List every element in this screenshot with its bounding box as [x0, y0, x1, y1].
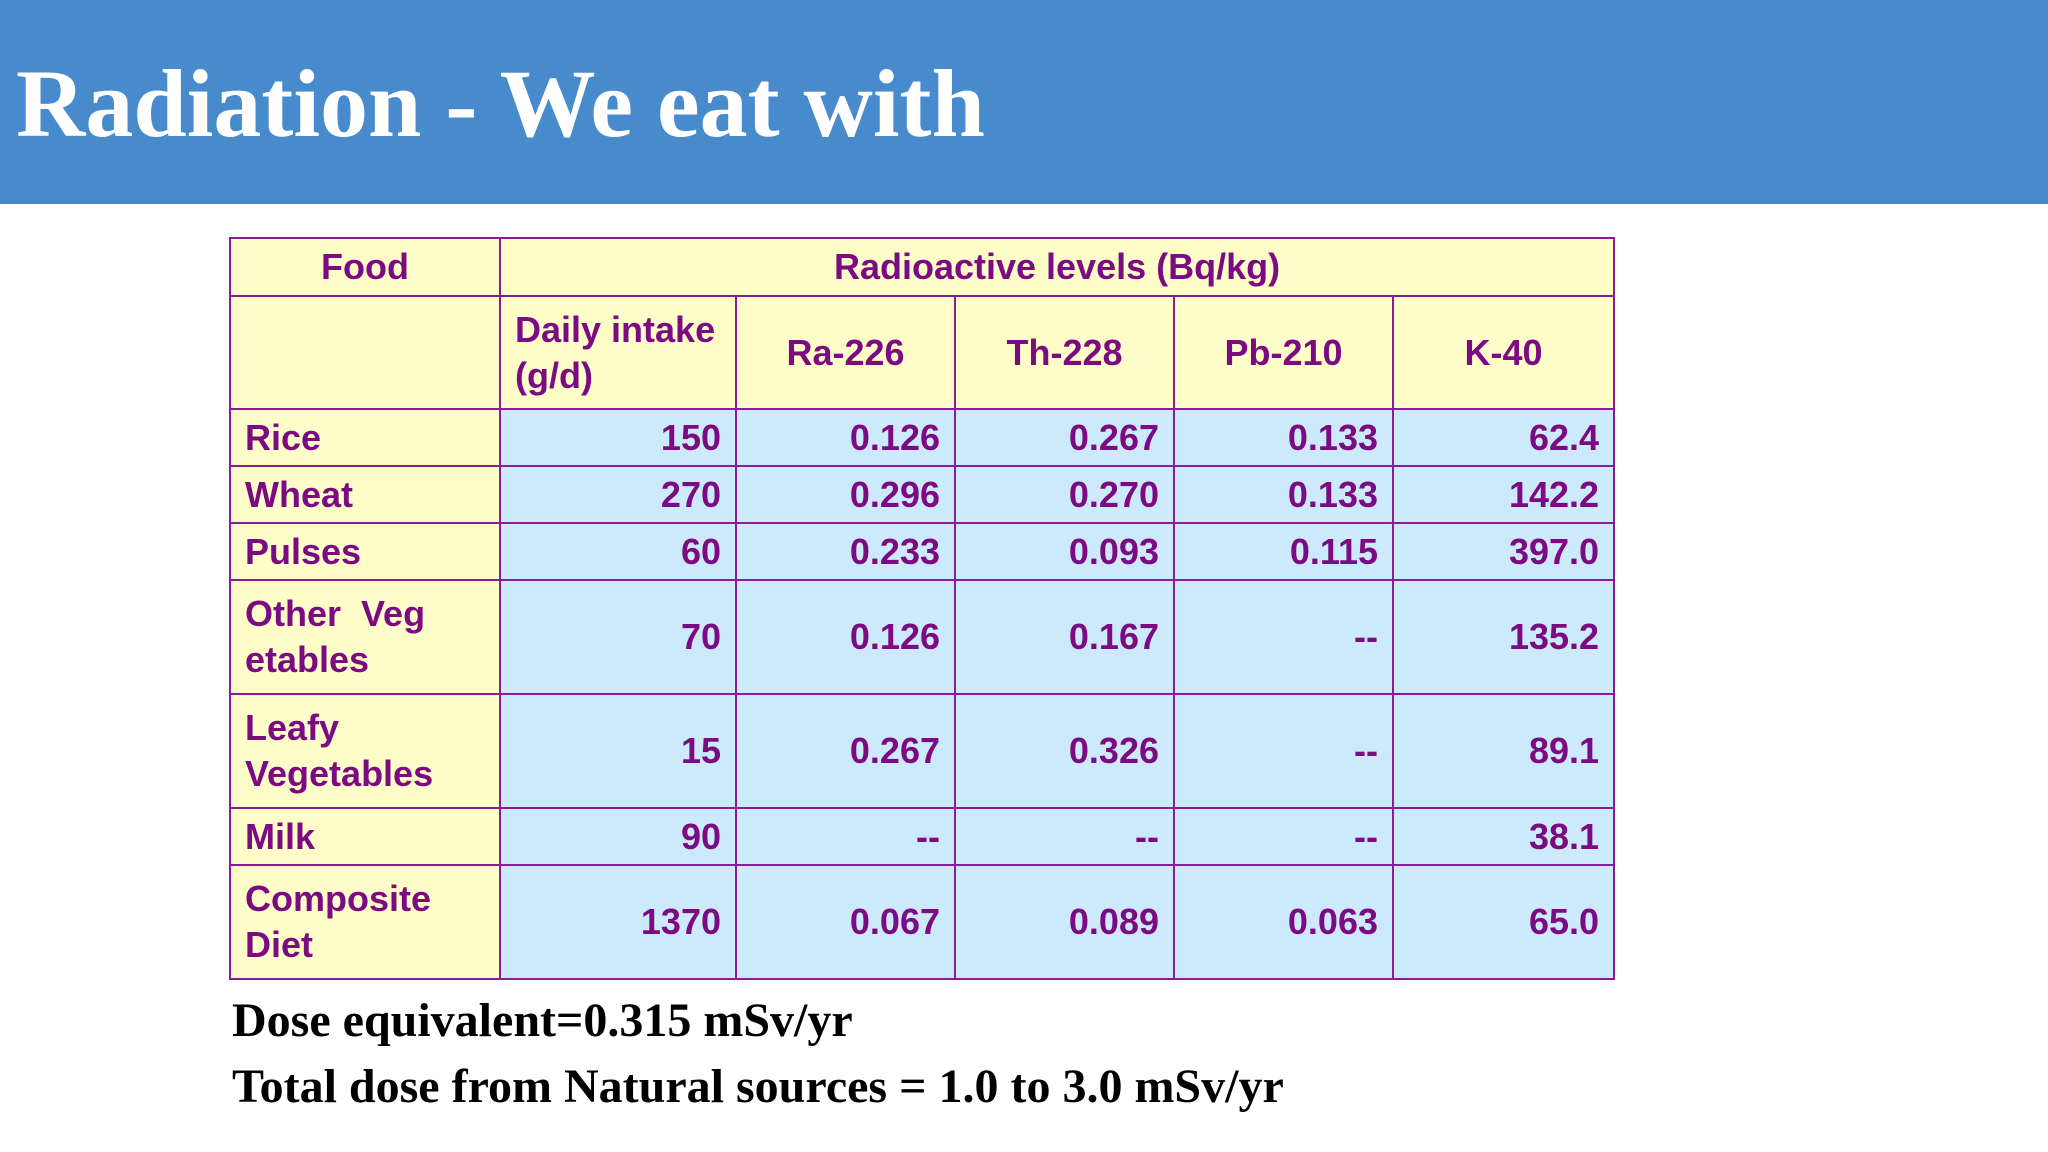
daily-intake-value: 70 [499, 579, 737, 695]
th-228-value: -- [954, 807, 1175, 866]
k-40-value: 89.1 [1391, 693, 1616, 809]
th-228-value: 0.167 [954, 579, 1175, 695]
th-228-value: 0.326 [954, 693, 1175, 809]
k-40-value: 135.2 [1391, 579, 1616, 695]
food-name: Wheat [229, 465, 501, 524]
dose-equivalent-text: Dose equivalent=0.315 mSv/yr [232, 994, 853, 1047]
pb-210-value: 0.063 [1173, 864, 1394, 980]
ra-226-value: 0.267 [735, 693, 956, 809]
ra-226-value: 0.126 [735, 579, 956, 695]
title-bar: Radiation - We eat with [0, 0, 2048, 204]
pb-210-value: -- [1173, 579, 1394, 695]
food-name: Leafy Vegetables [229, 693, 501, 809]
table-row: Pulses 60 0.233 0.093 0.115 397.0 [229, 522, 1616, 581]
pb-210-value: 0.133 [1173, 408, 1394, 467]
header-food-blank [229, 295, 501, 410]
k-40-value: 397.0 [1391, 522, 1616, 581]
daily-intake-value: 1370 [499, 864, 737, 980]
food-name-line: Other Veg [245, 593, 426, 634]
slide-title: Radiation - We eat with [16, 50, 985, 157]
header-ra-226: Ra-226 [735, 295, 956, 410]
food-name-line: etables [245, 639, 370, 680]
table-row: Rice 150 0.126 0.267 0.133 62.4 [229, 408, 1616, 467]
total-dose-text: Total dose from Natural sources = 1.0 to… [232, 1060, 1284, 1113]
radioactivity-table: Food Radioactive levels (Bq/kg) Daily in… [229, 237, 1616, 980]
ra-226-value: 0.067 [735, 864, 956, 980]
ra-226-value: 0.296 [735, 465, 956, 524]
k-40-value: 62.4 [1391, 408, 1616, 467]
ra-226-value: -- [735, 807, 956, 866]
header-daily-intake: Daily intake (g/d) [499, 295, 737, 410]
th-228-value: 0.093 [954, 522, 1175, 581]
header-th-228: Th-228 [954, 295, 1175, 410]
k-40-value: 142.2 [1391, 465, 1616, 524]
daily-intake-value: 60 [499, 522, 737, 581]
ra-226-value: 0.126 [735, 408, 956, 467]
header-pb-210: Pb-210 [1173, 295, 1394, 410]
th-228-value: 0.089 [954, 864, 1175, 980]
daily-intake-value: 15 [499, 693, 737, 809]
th-228-value: 0.267 [954, 408, 1175, 467]
header-daily-intake-line1: Daily intake [515, 308, 716, 350]
ra-226-value: 0.233 [735, 522, 956, 581]
food-name-line: Leafy [245, 707, 340, 748]
table-subheader-row: Daily intake (g/d) Ra-226 Th-228 Pb-210 … [229, 295, 1616, 410]
food-name: Composite Diet [229, 864, 501, 980]
food-name: Milk [229, 807, 501, 866]
food-name-line: Diet [245, 924, 314, 965]
th-228-value: 0.270 [954, 465, 1175, 524]
table-row: Leafy Vegetables 15 0.267 0.326 -- 89.1 [229, 693, 1616, 809]
food-name: Rice [229, 408, 501, 467]
daily-intake-value: 150 [499, 408, 737, 467]
food-name-line: Vegetables [245, 753, 434, 794]
food-name-line: Composite [245, 878, 432, 919]
header-food: Food [229, 237, 501, 297]
daily-intake-value: 270 [499, 465, 737, 524]
daily-intake-value: 90 [499, 807, 737, 866]
food-name: Other Veg etables [229, 579, 501, 695]
pb-210-value: -- [1173, 693, 1394, 809]
pb-210-value: 0.115 [1173, 522, 1394, 581]
header-daily-intake-line2: (g/d) [515, 354, 593, 396]
header-radioactive-levels: Radioactive levels (Bq/kg) [498, 237, 1616, 297]
table-header-row: Food Radioactive levels (Bq/kg) [229, 237, 1616, 297]
table-row: Composite Diet 1370 0.067 0.089 0.063 65… [229, 864, 1616, 980]
k-40-value: 65.0 [1391, 864, 1616, 980]
pb-210-value: -- [1173, 807, 1394, 866]
pb-210-value: 0.133 [1173, 465, 1394, 524]
table-row: Milk 90 -- -- -- 38.1 [229, 807, 1616, 866]
k-40-value: 38.1 [1391, 807, 1616, 866]
food-name: Pulses [229, 522, 501, 581]
table-row: Other Veg etables 70 0.126 0.167 -- 135.… [229, 579, 1616, 695]
header-k-40: K-40 [1391, 295, 1616, 410]
table-row: Wheat 270 0.296 0.270 0.133 142.2 [229, 465, 1616, 524]
